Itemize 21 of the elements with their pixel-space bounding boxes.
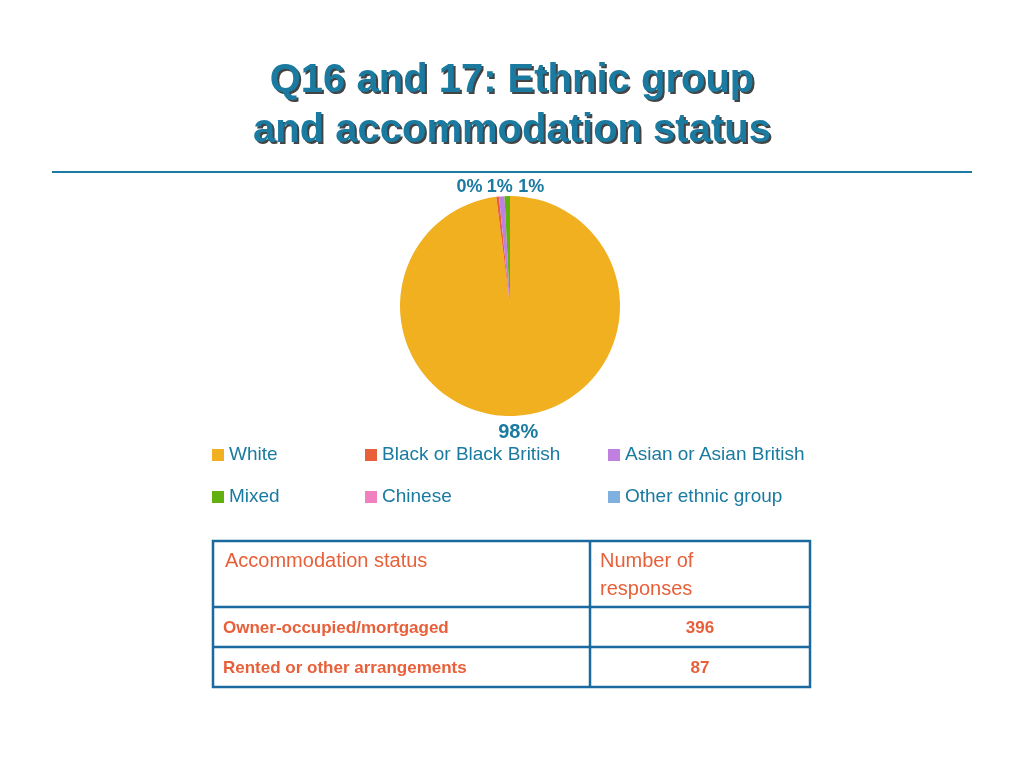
legend-label: Mixed xyxy=(229,485,280,506)
legend-label: White xyxy=(229,443,278,464)
category-label: Rented or other arrangements xyxy=(223,658,467,677)
data-label: 98% xyxy=(498,420,539,442)
legend-entry: White xyxy=(212,443,278,464)
legend-label: Chinese xyxy=(382,485,452,506)
data-label: 396 xyxy=(685,618,715,637)
legend-entry: Other ethnic group xyxy=(608,485,783,506)
data-label: 87 xyxy=(690,658,710,677)
data-label: 1% xyxy=(486,176,513,196)
pie-slice xyxy=(400,196,620,416)
legend-entry: Asian or Asian British xyxy=(608,443,805,464)
legend-entry: Mixed xyxy=(212,485,280,506)
data-label: 1% xyxy=(518,176,545,196)
chart-title: Q16 and 17: Ethnic group and accommodation status xyxy=(255,56,773,152)
text: Number of responses xyxy=(600,549,694,599)
category-label: Owner-occupied/mortgaged xyxy=(223,618,449,637)
legend-entry: Chinese xyxy=(365,485,452,506)
legend-entry: Black or Black British xyxy=(365,443,561,464)
data-label: 0% xyxy=(456,176,483,196)
text: Accommodation status xyxy=(225,549,428,571)
